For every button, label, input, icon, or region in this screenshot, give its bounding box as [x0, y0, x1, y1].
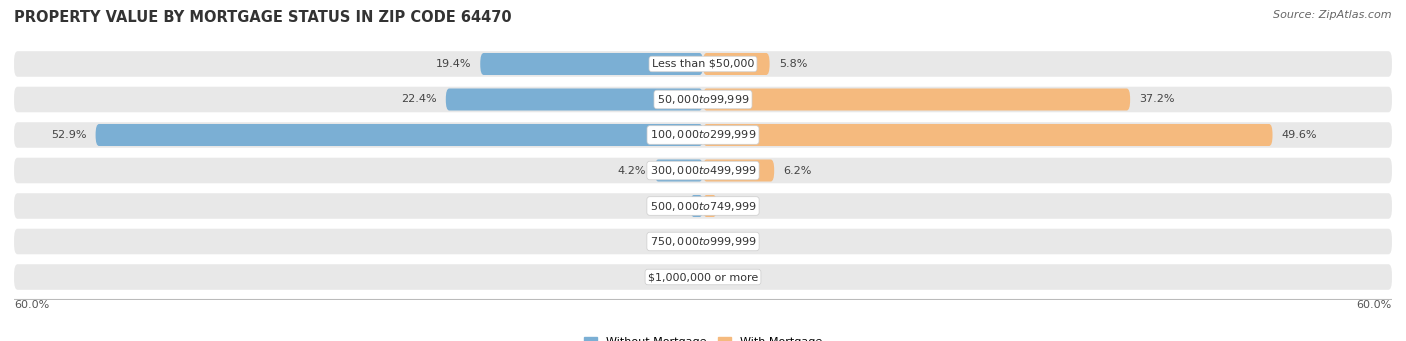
Text: $100,000 to $299,999: $100,000 to $299,999 [650, 129, 756, 142]
Text: 4.2%: 4.2% [617, 165, 645, 176]
Text: 19.4%: 19.4% [436, 59, 471, 69]
FancyBboxPatch shape [703, 124, 1272, 146]
FancyBboxPatch shape [703, 53, 769, 75]
Text: $500,000 to $749,999: $500,000 to $749,999 [650, 199, 756, 212]
Text: 0.0%: 0.0% [645, 237, 675, 247]
FancyBboxPatch shape [14, 264, 1392, 290]
Text: $50,000 to $99,999: $50,000 to $99,999 [657, 93, 749, 106]
Text: 49.6%: 49.6% [1282, 130, 1317, 140]
Text: 60.0%: 60.0% [14, 300, 49, 310]
Text: 22.4%: 22.4% [401, 94, 437, 104]
FancyBboxPatch shape [14, 87, 1392, 112]
FancyBboxPatch shape [481, 53, 703, 75]
Text: 6.2%: 6.2% [783, 165, 811, 176]
FancyBboxPatch shape [690, 195, 703, 217]
Text: $1,000,000 or more: $1,000,000 or more [648, 272, 758, 282]
Text: 60.0%: 60.0% [1357, 300, 1392, 310]
Legend: Without Mortgage, With Mortgage: Without Mortgage, With Mortgage [579, 332, 827, 341]
FancyBboxPatch shape [655, 160, 703, 181]
FancyBboxPatch shape [14, 122, 1392, 148]
Text: 0.0%: 0.0% [645, 272, 675, 282]
FancyBboxPatch shape [14, 51, 1392, 77]
FancyBboxPatch shape [703, 195, 717, 217]
Text: $300,000 to $499,999: $300,000 to $499,999 [650, 164, 756, 177]
Text: 0.0%: 0.0% [731, 237, 761, 247]
Text: 5.8%: 5.8% [779, 59, 807, 69]
Text: 1.2%: 1.2% [725, 201, 755, 211]
FancyBboxPatch shape [96, 124, 703, 146]
Text: 37.2%: 37.2% [1139, 94, 1175, 104]
Text: Less than $50,000: Less than $50,000 [652, 59, 754, 69]
FancyBboxPatch shape [14, 158, 1392, 183]
Text: 0.0%: 0.0% [731, 272, 761, 282]
Text: 1.1%: 1.1% [652, 201, 681, 211]
Text: $750,000 to $999,999: $750,000 to $999,999 [650, 235, 756, 248]
FancyBboxPatch shape [14, 193, 1392, 219]
FancyBboxPatch shape [703, 89, 1130, 110]
FancyBboxPatch shape [446, 89, 703, 110]
FancyBboxPatch shape [14, 229, 1392, 254]
Text: 52.9%: 52.9% [51, 130, 86, 140]
Text: PROPERTY VALUE BY MORTGAGE STATUS IN ZIP CODE 64470: PROPERTY VALUE BY MORTGAGE STATUS IN ZIP… [14, 10, 512, 25]
Text: Source: ZipAtlas.com: Source: ZipAtlas.com [1274, 10, 1392, 20]
FancyBboxPatch shape [703, 160, 775, 181]
